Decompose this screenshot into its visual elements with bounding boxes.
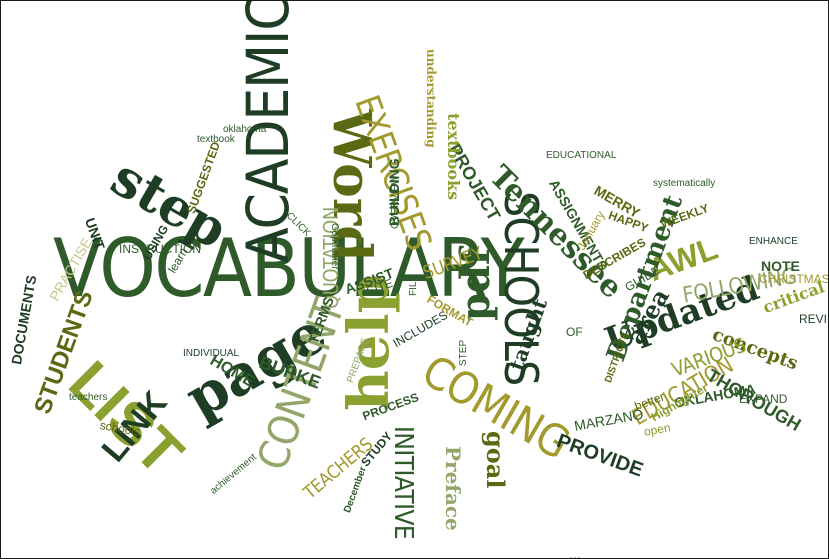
cloud-word-of: OF <box>566 325 583 339</box>
cloud-word-teachers: teachers <box>69 392 108 403</box>
cloud-word-understanding: understanding <box>424 49 438 148</box>
cloud-word-achievement: achievement <box>208 451 259 497</box>
cloud-word-marzano: MARZANO <box>572 405 645 434</box>
cloud-word-vocabulary: VOCABULARY <box>53 222 525 315</box>
cloud-word-systematically: systematically <box>653 178 716 189</box>
cloud-word-step: STEP <box>458 339 469 366</box>
cloud-word-expand: EXPAND <box>739 392 788 406</box>
cloud-word-initiative: INITIATIVE <box>388 426 418 540</box>
cloud-word-preface: Preface <box>441 446 465 531</box>
cloud-word-overview: OVERVIEW <box>390 175 401 229</box>
cloud-word-oklahoma: oklahoma <box>223 124 267 135</box>
cloud-word-file: FILE <box>408 274 419 296</box>
cloud-word-note: NOTE <box>761 258 800 274</box>
cloud-word-christmas: CHRISTMAS <box>759 272 829 286</box>
cloud-word-textbooks: textbooks <box>444 113 463 201</box>
cloud-word-review: REVIEW <box>799 312 828 326</box>
cloud-word-documents: DOCUMENTS <box>8 273 40 366</box>
cloud-word-enhance: ENHANCE <box>749 236 798 247</box>
cloud-word-individual: INDIVIDUAL <box>183 348 240 359</box>
cloud-word-instruction: INSTRUCTION <box>119 242 201 256</box>
footer-fragment: ... <box>569 546 581 559</box>
cloud-word-provide: PROVIDE <box>553 430 646 482</box>
cloud-word-educational: EDUCATIONAL <box>546 150 617 161</box>
cloud-word-open: open <box>642 420 672 439</box>
cloud-word-textbook: textbook <box>197 134 235 145</box>
cloud-word-gopmaker: Gopmaker <box>329 223 340 270</box>
cloud-word-goal: goal <box>481 431 510 489</box>
